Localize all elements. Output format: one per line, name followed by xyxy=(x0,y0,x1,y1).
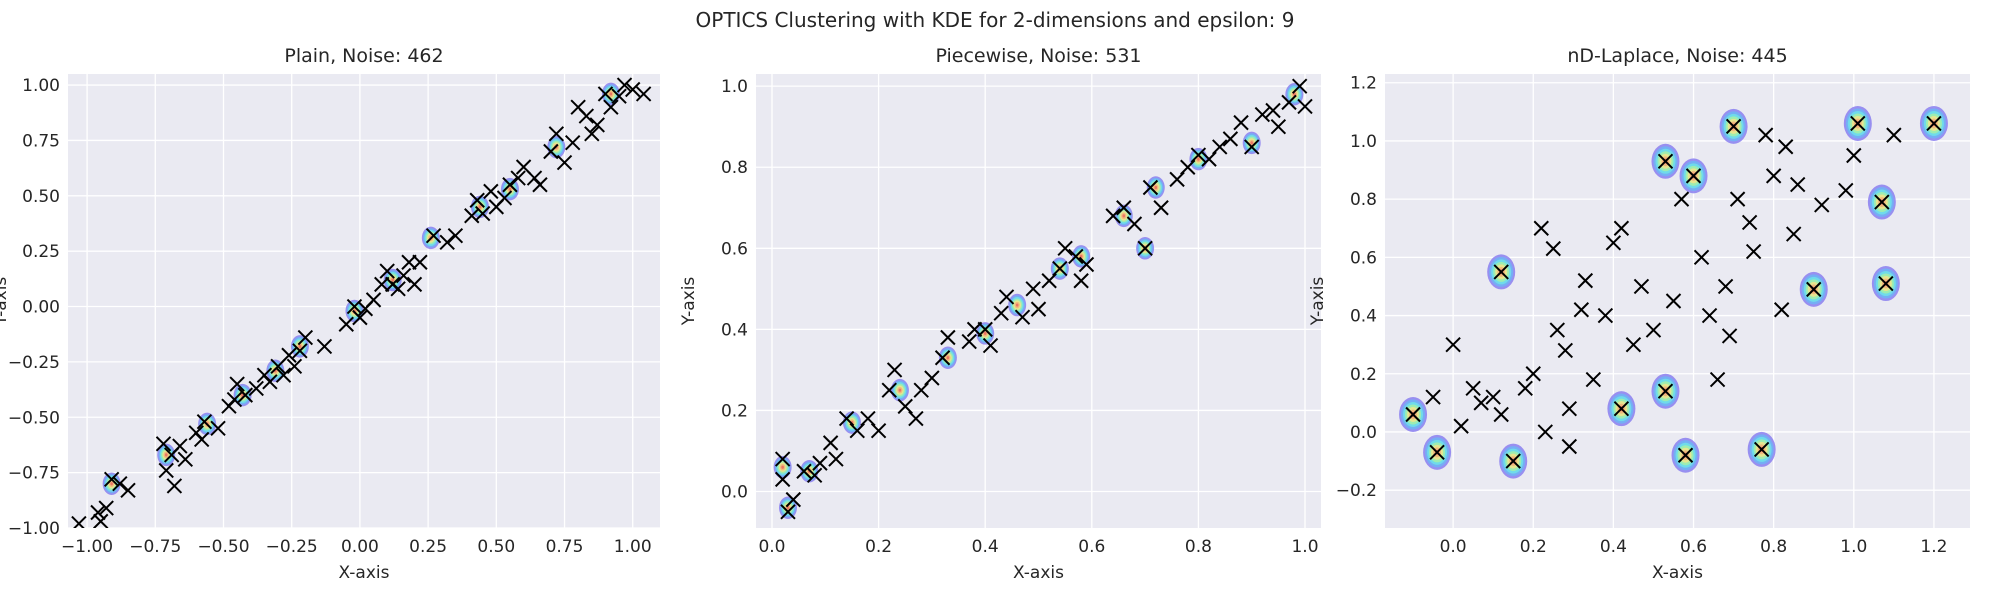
x-tick-label: 0.00 xyxy=(341,537,379,557)
x-tick-label: −0.75 xyxy=(129,537,181,557)
y-axis-label: Y-axis xyxy=(679,277,699,327)
kde-level xyxy=(1122,214,1125,217)
x-tick-label: 0.4 xyxy=(1600,537,1627,557)
plot-area xyxy=(756,74,1321,528)
y-tick-label: 1.2 xyxy=(1350,74,1377,94)
y-tick-label: −1.00 xyxy=(8,519,60,539)
x-tick-label: 0.0 xyxy=(758,537,785,557)
x-tick-label: 0.2 xyxy=(1520,537,1547,557)
figure-suptitle: OPTICS Clustering with KDE for 2-dimensi… xyxy=(696,8,1295,32)
y-tick-label: 0.6 xyxy=(1350,248,1377,268)
kde-blob xyxy=(891,379,909,402)
x-tick-label: 0.4 xyxy=(972,537,999,557)
x-tick-label: 0.50 xyxy=(477,537,515,557)
y-tick-label: 0.00 xyxy=(22,298,60,318)
x-tick-label: 0.2 xyxy=(865,537,892,557)
subplot-title: Piecewise, Noise: 531 xyxy=(935,45,1141,67)
kde-level xyxy=(1016,303,1019,306)
y-tick-label: 0.0 xyxy=(721,483,748,503)
x-axis-label: X-axis xyxy=(1013,563,1064,583)
kde-blob xyxy=(1243,132,1261,155)
kde-level xyxy=(110,482,113,485)
y-tick-label: −0.50 xyxy=(8,408,60,428)
x-tick-label: −1.00 xyxy=(61,537,113,557)
y-tick-label: −0.25 xyxy=(8,353,60,373)
kde-level xyxy=(1197,158,1200,161)
x-tick-label: 1.0 xyxy=(1840,537,1867,557)
y-axis-label: Y-axis xyxy=(1308,277,1328,327)
x-tick-label: 0.75 xyxy=(546,537,584,557)
x-tick-label: 0.25 xyxy=(409,537,447,557)
x-tick-label: 0.6 xyxy=(1680,537,1707,557)
subplot-plain: −1.00 −0.75 −0.50 −0.25 0.00 0.25 0.50 0.75 1.00… xyxy=(0,45,660,583)
x-tick-label: 0.8 xyxy=(1760,537,1787,557)
x-tick-label: −0.25 xyxy=(266,537,318,557)
y-tick-label: 0.8 xyxy=(1350,190,1377,210)
y-tick-label: 0.4 xyxy=(721,320,748,340)
y-tick-label: 1.00 xyxy=(22,76,60,96)
y-tick-label: 1.0 xyxy=(1350,132,1377,152)
x-tick-label: 0.0 xyxy=(1440,537,1467,557)
y-tick-label: −0.75 xyxy=(8,464,60,484)
x-axis-label: X-axis xyxy=(339,563,390,583)
subplot-title: nD-Laplace, Noise: 445 xyxy=(1567,45,1787,67)
x-tick-label: −0.50 xyxy=(197,537,249,557)
kde-level xyxy=(509,188,512,191)
x-tick-label: 0.8 xyxy=(1185,537,1212,557)
kde-level xyxy=(610,92,613,95)
x-tick-label: 1.00 xyxy=(614,537,652,557)
kde-blob xyxy=(1189,148,1207,171)
y-tick-label: 0.25 xyxy=(22,242,60,262)
y-tick-label: 0.2 xyxy=(1350,365,1377,385)
kde-level xyxy=(781,466,784,469)
y-tick-label: 0.8 xyxy=(721,158,748,178)
kde-blob xyxy=(103,472,121,495)
kde-level xyxy=(984,332,987,335)
y-tick-label: 0.0 xyxy=(1350,423,1377,443)
kde-level xyxy=(1250,141,1253,144)
y-tick-label: 0.50 xyxy=(22,187,60,207)
kde-level xyxy=(899,389,902,392)
kde-level xyxy=(299,345,302,348)
y-tick-label: 0.75 xyxy=(22,131,60,151)
kde-level xyxy=(165,453,168,456)
x-tick-label: 0.6 xyxy=(1078,537,1105,557)
y-tick-label: 0.6 xyxy=(721,239,748,259)
kde-level xyxy=(1154,186,1157,189)
subplot-title: Plain, Noise: 462 xyxy=(284,45,443,67)
kde-level xyxy=(947,356,950,359)
subplot-nd-laplace: 0.0 0.2 0.4 0.6 0.8 1.0 1.2 −0.2 0.0 0.2 0.4 0.6 0.8… xyxy=(1308,45,1970,583)
y-tick-label: −0.2 xyxy=(1336,481,1377,501)
subplot-piecewise: 0.0 0.2 0.4 0.6 0.8 1.0 0.0 0.2 0.4 0.6 0.8 1.0 Piec… xyxy=(679,45,1321,583)
y-axis-label: Y-axis xyxy=(0,277,11,327)
x-axis-label: X-axis xyxy=(1652,563,1703,583)
x-tick-label: 1.2 xyxy=(1920,537,1947,557)
y-tick-label: 0.4 xyxy=(1350,307,1377,327)
kde-level xyxy=(391,278,394,281)
kde-level xyxy=(479,205,482,208)
y-tick-label: 0.2 xyxy=(721,401,748,421)
x-tick-label: 1.0 xyxy=(1291,537,1318,557)
y-tick-label: 1.0 xyxy=(721,77,748,97)
